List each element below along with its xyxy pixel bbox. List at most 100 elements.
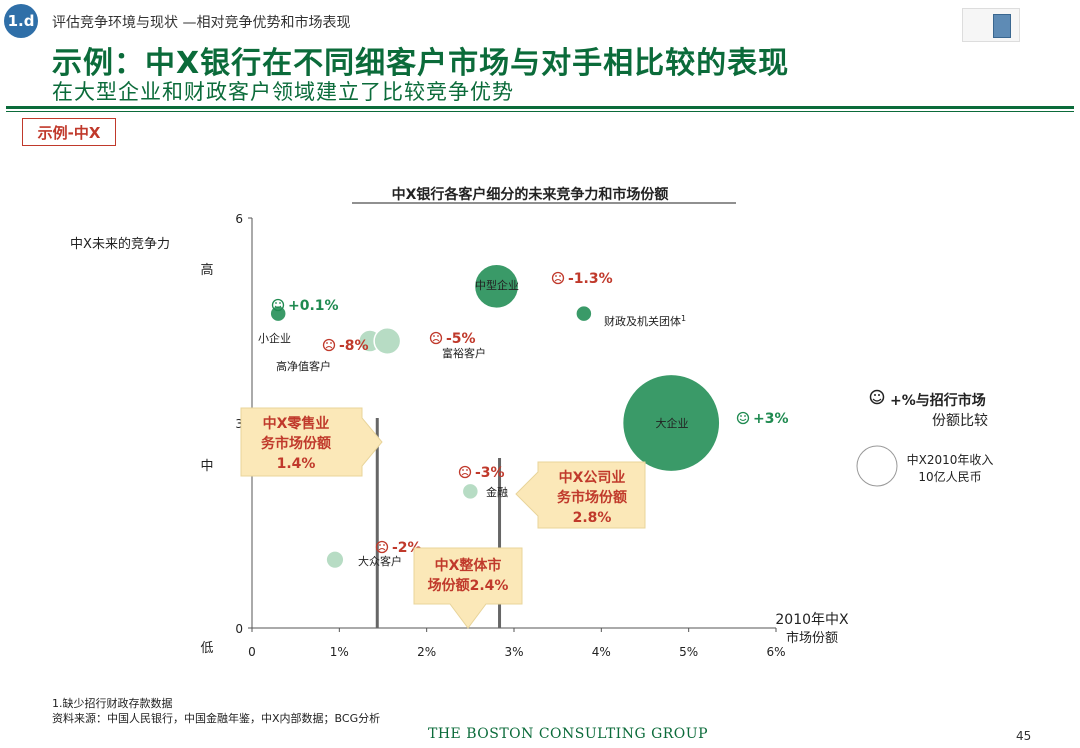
bubble-财政及机关团体 xyxy=(575,304,593,323)
smiley-icon xyxy=(271,298,285,312)
bubble-中型企业 xyxy=(473,263,520,310)
y-tick-label: 3 xyxy=(235,417,243,431)
total-share-callout-text: 场份额2.4% xyxy=(428,577,509,594)
bubble-label: 高净值客户 xyxy=(276,359,331,373)
change-label: -1.3% xyxy=(568,271,613,287)
face-mouth xyxy=(872,398,882,402)
thumbnail-image-icon xyxy=(993,14,1011,38)
bubble-大企业 xyxy=(621,373,721,473)
smiley-icon xyxy=(736,411,750,425)
y-axis-label: 中X未来的竞争力 xyxy=(70,236,170,252)
bubble-label: 富裕客户 xyxy=(442,346,486,360)
face-eye xyxy=(330,342,332,344)
x-tick-label: 1% xyxy=(330,645,349,659)
page-subtitle: 在大型企业和财政客户领域建立了比较竞争优势 xyxy=(52,80,514,104)
bubble-label: 金融 xyxy=(486,485,508,499)
title-divider-thin xyxy=(6,111,1074,112)
face-eye xyxy=(433,335,435,337)
y-level-low: 低 xyxy=(200,641,213,656)
corporate-share-callout-shape xyxy=(515,461,646,529)
x-axis-label: 2010年中X xyxy=(775,612,849,628)
face-eye xyxy=(555,275,557,277)
bubble-chart: 中X银行各客户细分的未来竞争力和市场份额 0 3 6 0 1% 2% 3% 4% 5% 6% 高中低 中… xyxy=(70,186,994,659)
example-tag: 示例-中X xyxy=(22,118,116,146)
legend-change-label-line2: 份额比较 xyxy=(932,413,988,429)
face-eye xyxy=(379,544,381,546)
y-tick-label: 6 xyxy=(235,212,243,226)
bubble-label: 小企业 xyxy=(258,331,291,345)
retail-share-callout-shape xyxy=(240,407,383,477)
face-eye xyxy=(326,342,328,344)
face-mouth xyxy=(739,418,747,421)
legend-bubble-label: 中X2010年收入 xyxy=(907,452,994,467)
retail-share-callout-text: 1.4% xyxy=(277,456,316,472)
face-eye xyxy=(383,544,385,546)
x-tick-label: 3% xyxy=(504,645,523,659)
x-tick-label: 2% xyxy=(417,645,436,659)
frown-icon xyxy=(322,338,336,352)
slide-thumbnail[interactable] xyxy=(962,8,1020,42)
face-mouth xyxy=(325,346,333,349)
face-eye xyxy=(437,335,439,337)
bcg-logo: THE BOSTON CONSULTING GROUP xyxy=(428,726,709,742)
title-divider xyxy=(6,106,1074,109)
face-mouth xyxy=(461,473,469,476)
bubble-label: 财政及机关团体1 xyxy=(604,314,686,329)
change-label: +3% xyxy=(753,411,789,427)
y-level-high: 高 xyxy=(200,262,213,278)
bubble-label: 大企业 xyxy=(656,416,689,430)
face-eye xyxy=(740,415,742,417)
legend-bubble-label-line2: 10亿人民币 xyxy=(918,469,981,484)
face-eye xyxy=(559,275,561,277)
bubble-金融 xyxy=(461,482,480,501)
legend-bubble-size xyxy=(856,445,898,487)
retail-share-callout-text: 中X零售业 xyxy=(263,415,330,432)
face-eye xyxy=(466,469,468,471)
footnote-1: 1.缺少招行财政存款数据 xyxy=(52,697,173,710)
section-badge: 1.d xyxy=(4,4,38,38)
breadcrumb: 评估竞争环境与现状 —相对竞争优势和市场表现 xyxy=(52,15,351,31)
total-share-callout-shape xyxy=(413,547,523,629)
face-eye xyxy=(878,394,880,396)
page-title: 示例：中X银行在不同细客户市场与对手相比较的表现 xyxy=(52,46,790,81)
change-label: -8% xyxy=(339,338,369,354)
face-eye xyxy=(874,394,876,396)
bubble-大众客户 xyxy=(325,550,345,570)
corporate-share-callout-text: 2.8% xyxy=(573,510,612,526)
face-eye xyxy=(744,415,746,417)
face-eye xyxy=(462,469,464,471)
frown-icon xyxy=(551,271,565,285)
bubble-label: 大众客户 xyxy=(358,554,402,568)
face-mouth xyxy=(554,279,562,282)
frown-icon xyxy=(458,465,472,479)
face-mouth xyxy=(378,548,386,551)
x-tick-label: 5% xyxy=(679,645,698,659)
y-level-mid: 中 xyxy=(200,459,213,474)
x-axis-label-line2: 市场份额 xyxy=(786,630,838,646)
bubble-label-superscript: 1 xyxy=(681,314,686,323)
footnote: 1.缺少招行财政存款数据 资料来源：中国人民银行，中国金融年鉴，中X内部数据；B… xyxy=(52,696,380,726)
retail-share-callout-text: 务市场份额 xyxy=(261,435,331,452)
corporate-share-callout-text: 中X公司业 xyxy=(559,469,626,486)
face-mouth xyxy=(274,305,282,308)
chart-title: 中X银行各客户细分的未来竞争力和市场份额 xyxy=(392,186,669,203)
y-tick-label: 0 xyxy=(235,622,243,636)
bubble-小企业 xyxy=(269,304,287,323)
page-number: 45 xyxy=(1016,729,1032,743)
x-tick-label: 6% xyxy=(766,645,785,659)
source-note: 资料来源：中国人民银行，中国金融年鉴，中X内部数据；BCG分析 xyxy=(52,712,381,725)
change-label: +0.1% xyxy=(288,298,339,314)
x-tick-label: 4% xyxy=(592,645,611,659)
face-eye xyxy=(279,302,281,304)
face-eye xyxy=(275,302,277,304)
total-share-callout-text: 中X整体市 xyxy=(435,557,502,574)
bubble-label: 中型企业 xyxy=(475,278,519,292)
legend-change-label: +%与招行市场 xyxy=(890,392,986,409)
frown-icon xyxy=(375,540,389,554)
x-tick-label: 0 xyxy=(248,645,256,659)
corporate-share-callout-text: 务市场份额 xyxy=(557,489,627,506)
change-label: -5% xyxy=(446,331,476,347)
legend-smiley-icon xyxy=(869,389,885,405)
face-mouth xyxy=(432,339,440,342)
bubble-富裕客户 xyxy=(373,326,402,356)
